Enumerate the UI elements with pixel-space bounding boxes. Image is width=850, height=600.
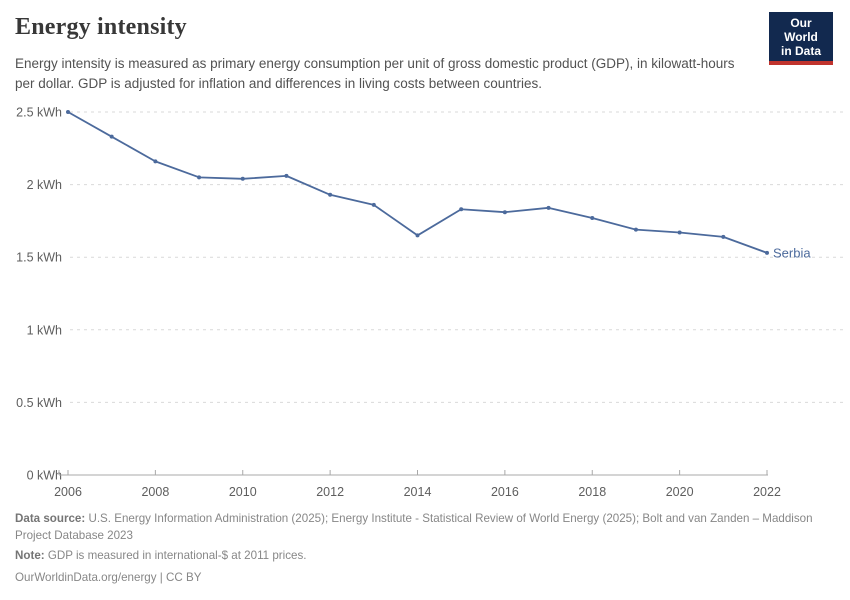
x-tick-label: 2012 [316,485,344,499]
data-point [502,210,507,215]
note-text: GDP is measured in international-$ at 20… [44,549,307,562]
x-tick-label: 2008 [141,485,169,499]
owid-logo-line2: in Data [780,44,821,58]
data-point [197,175,202,180]
note-line: Note: GDP is measured in international-$… [15,548,843,565]
y-tick-label: 0.5 kWh [16,396,62,410]
chart-subtitle: Energy intensity is measured as primary … [15,56,735,91]
page-title: Energy intensity [15,14,187,40]
data-point [328,192,333,197]
note-label: Note: [15,549,45,562]
x-tick-label: 2022 [753,485,781,499]
owid-logo-line1: Our World [784,16,818,44]
data-source-text: U.S. Energy Information Administration (… [15,512,813,542]
owid-logo[interactable]: Our World in Data [769,12,833,65]
data-source-line: Data source: U.S. Energy Information Adm… [15,511,843,544]
x-tick-label: 2010 [229,485,257,499]
chart-footer: Data source: U.S. Energy Information Adm… [15,511,843,586]
data-point [721,234,726,239]
data-point [459,207,464,212]
x-tick-label: 2014 [404,485,432,499]
x-tick-label: 2020 [666,485,694,499]
origin-url[interactable]: OurWorldinData.org/energy | CC BY [15,570,202,584]
data-point [240,176,245,181]
x-tick-label: 2016 [491,485,519,499]
series-line [67,111,768,254]
data-point [66,110,70,114]
y-tick-label: 1 kWh [27,323,62,337]
data-point [284,173,289,178]
data-point [153,159,158,164]
y-tick-label: 2 kWh [27,178,62,192]
y-tick-label: 0 kWh [27,469,62,483]
data-point [415,233,420,238]
y-tick-label: 1.5 kWh [16,251,62,265]
x-tick-label: 2006 [54,485,82,499]
data-source-label: Data source: [15,512,86,525]
data-point [765,250,769,255]
data-point [677,230,682,235]
data-point [109,134,114,139]
entity-label: Serbia [773,245,811,260]
data-point [371,202,376,207]
data-point [633,227,638,232]
data-point [546,205,551,210]
y-tick-label: 2.5 kWh [16,106,62,120]
data-point [590,215,595,220]
x-tick-label: 2018 [578,485,606,499]
